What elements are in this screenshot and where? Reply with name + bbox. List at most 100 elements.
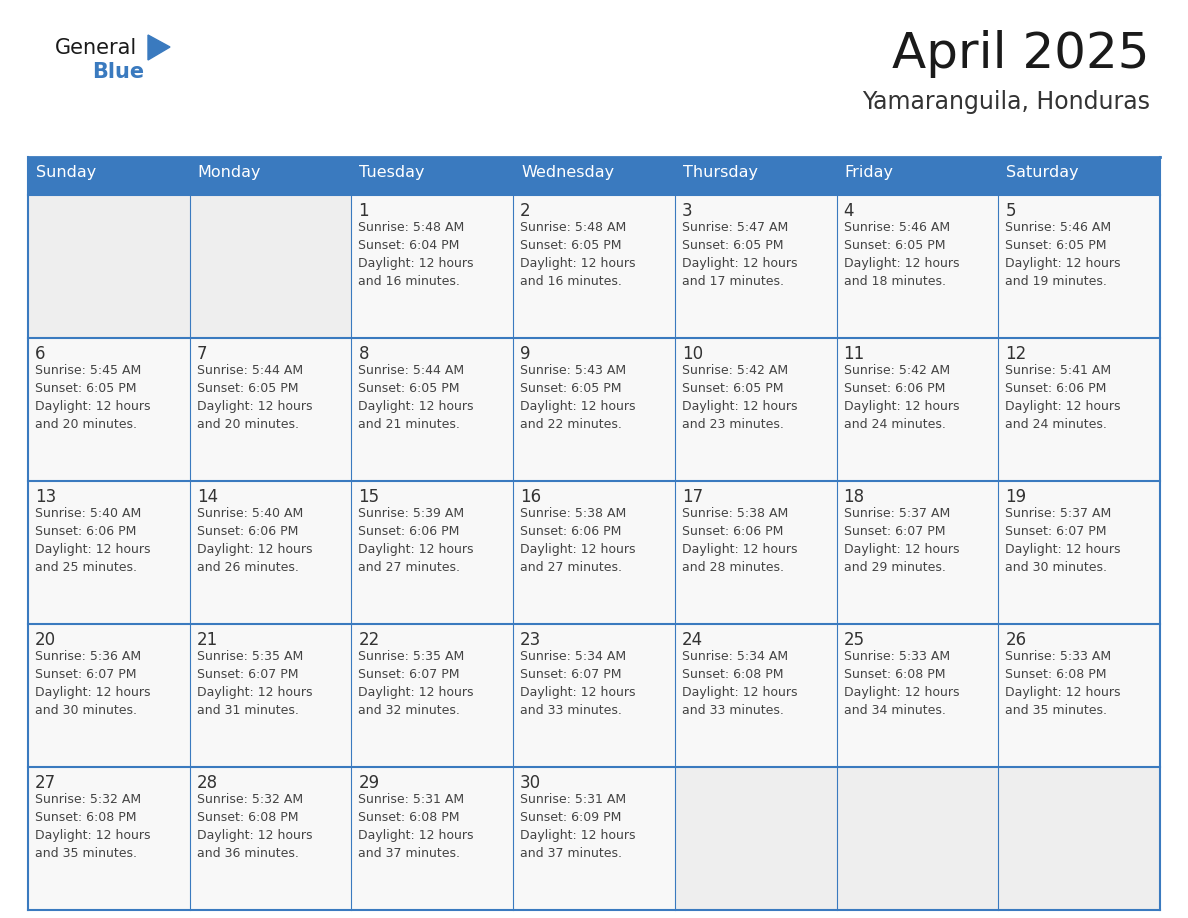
Text: Daylight: 12 hours: Daylight: 12 hours [843, 686, 959, 699]
Bar [675, 624, 836, 767]
Text: 18: 18 [843, 488, 865, 506]
Text: Sunrise: 5:42 AM: Sunrise: 5:42 AM [682, 364, 788, 377]
Text: Sunrise: 5:36 AM: Sunrise: 5:36 AM [34, 650, 141, 663]
Text: Sunset: 6:07 PM: Sunset: 6:07 PM [197, 668, 298, 681]
Text: Yamaranguila, Honduras: Yamaranguila, Honduras [862, 90, 1150, 114]
Text: and 16 minutes.: and 16 minutes. [359, 275, 460, 288]
Text: Sunset: 6:08 PM: Sunset: 6:08 PM [197, 811, 298, 824]
Text: 15: 15 [359, 488, 379, 506]
Bar [513, 481, 675, 624]
Text: 8: 8 [359, 345, 369, 363]
Text: Sunset: 6:08 PM: Sunset: 6:08 PM [1005, 668, 1107, 681]
Text: Daylight: 12 hours: Daylight: 12 hours [520, 257, 636, 270]
Text: Sunrise: 5:33 AM: Sunrise: 5:33 AM [1005, 650, 1112, 663]
Text: Sunrise: 5:46 AM: Sunrise: 5:46 AM [843, 221, 949, 234]
Text: and 17 minutes.: and 17 minutes. [682, 275, 784, 288]
Text: and 32 minutes.: and 32 minutes. [359, 704, 460, 717]
Bar [998, 481, 1159, 624]
Text: and 26 minutes.: and 26 minutes. [197, 561, 298, 574]
Text: and 16 minutes.: and 16 minutes. [520, 275, 623, 288]
Text: Daylight: 12 hours: Daylight: 12 hours [359, 543, 474, 556]
Bar [29, 338, 190, 481]
Text: Daylight: 12 hours: Daylight: 12 hours [1005, 543, 1120, 556]
Text: Sunrise: 5:34 AM: Sunrise: 5:34 AM [520, 650, 626, 663]
Text: 26: 26 [1005, 631, 1026, 649]
Text: Sunrise: 5:37 AM: Sunrise: 5:37 AM [1005, 507, 1112, 520]
Text: Sunrise: 5:32 AM: Sunrise: 5:32 AM [197, 793, 303, 806]
Text: Sunrise: 5:33 AM: Sunrise: 5:33 AM [843, 650, 949, 663]
Text: Sunset: 6:08 PM: Sunset: 6:08 PM [359, 811, 460, 824]
Text: Daylight: 12 hours: Daylight: 12 hours [682, 257, 797, 270]
Text: and 37 minutes.: and 37 minutes. [520, 847, 623, 860]
Bar [836, 338, 998, 481]
Text: 17: 17 [682, 488, 703, 506]
Bar [836, 767, 998, 910]
Bar [513, 624, 675, 767]
Text: and 27 minutes.: and 27 minutes. [359, 561, 461, 574]
Text: Sunrise: 5:31 AM: Sunrise: 5:31 AM [520, 793, 626, 806]
Text: 20: 20 [34, 631, 56, 649]
Text: Daylight: 12 hours: Daylight: 12 hours [197, 829, 312, 842]
Text: and 24 minutes.: and 24 minutes. [1005, 418, 1107, 431]
Bar [513, 767, 675, 910]
Text: 22: 22 [359, 631, 380, 649]
Bar [675, 338, 836, 481]
Polygon shape [148, 35, 170, 60]
Text: Sunrise: 5:47 AM: Sunrise: 5:47 AM [682, 221, 788, 234]
Text: Sunset: 6:06 PM: Sunset: 6:06 PM [843, 382, 944, 395]
Text: and 24 minutes.: and 24 minutes. [843, 418, 946, 431]
Bar [352, 481, 513, 624]
Text: Sunrise: 5:38 AM: Sunrise: 5:38 AM [520, 507, 626, 520]
Bar [998, 157, 1159, 195]
Text: and 30 minutes.: and 30 minutes. [1005, 561, 1107, 574]
Text: Sunrise: 5:44 AM: Sunrise: 5:44 AM [359, 364, 465, 377]
Text: and 27 minutes.: and 27 minutes. [520, 561, 623, 574]
Text: Saturday: Saturday [1006, 165, 1079, 180]
Bar [836, 624, 998, 767]
Bar [352, 624, 513, 767]
Text: and 33 minutes.: and 33 minutes. [682, 704, 784, 717]
Text: Sunrise: 5:45 AM: Sunrise: 5:45 AM [34, 364, 141, 377]
Text: Sunrise: 5:40 AM: Sunrise: 5:40 AM [197, 507, 303, 520]
Text: Daylight: 12 hours: Daylight: 12 hours [520, 686, 636, 699]
Text: and 20 minutes.: and 20 minutes. [197, 418, 298, 431]
Text: Sunset: 6:06 PM: Sunset: 6:06 PM [359, 525, 460, 538]
Text: 3: 3 [682, 202, 693, 220]
Text: Sunset: 6:07 PM: Sunset: 6:07 PM [359, 668, 460, 681]
Text: Daylight: 12 hours: Daylight: 12 hours [359, 400, 474, 413]
Text: Sunset: 6:05 PM: Sunset: 6:05 PM [843, 239, 946, 252]
Text: Daylight: 12 hours: Daylight: 12 hours [197, 400, 312, 413]
Bar [29, 767, 190, 910]
Text: Sunrise: 5:37 AM: Sunrise: 5:37 AM [843, 507, 950, 520]
Text: and 20 minutes.: and 20 minutes. [34, 418, 137, 431]
Text: and 28 minutes.: and 28 minutes. [682, 561, 784, 574]
Text: 28: 28 [197, 774, 217, 792]
Text: 2: 2 [520, 202, 531, 220]
Text: 13: 13 [34, 488, 56, 506]
Text: 10: 10 [682, 345, 703, 363]
Text: Thursday: Thursday [683, 165, 758, 180]
Text: and 31 minutes.: and 31 minutes. [197, 704, 298, 717]
Text: Sunrise: 5:38 AM: Sunrise: 5:38 AM [682, 507, 788, 520]
Bar [998, 624, 1159, 767]
Text: Daylight: 12 hours: Daylight: 12 hours [682, 543, 797, 556]
Text: Sunrise: 5:44 AM: Sunrise: 5:44 AM [197, 364, 303, 377]
Text: 9: 9 [520, 345, 531, 363]
Bar [675, 767, 836, 910]
Text: and 35 minutes.: and 35 minutes. [1005, 704, 1107, 717]
Text: 7: 7 [197, 345, 207, 363]
Bar [352, 767, 513, 910]
Text: Sunset: 6:04 PM: Sunset: 6:04 PM [359, 239, 460, 252]
Text: and 35 minutes.: and 35 minutes. [34, 847, 137, 860]
Bar [513, 157, 675, 195]
Text: Sunrise: 5:41 AM: Sunrise: 5:41 AM [1005, 364, 1112, 377]
Text: April 2025: April 2025 [892, 30, 1150, 78]
Text: Daylight: 12 hours: Daylight: 12 hours [34, 400, 151, 413]
Text: 27: 27 [34, 774, 56, 792]
Bar [29, 157, 190, 195]
Bar [190, 338, 352, 481]
Text: and 29 minutes.: and 29 minutes. [843, 561, 946, 574]
Bar [190, 624, 352, 767]
Text: Sunrise: 5:42 AM: Sunrise: 5:42 AM [843, 364, 949, 377]
Bar [513, 338, 675, 481]
